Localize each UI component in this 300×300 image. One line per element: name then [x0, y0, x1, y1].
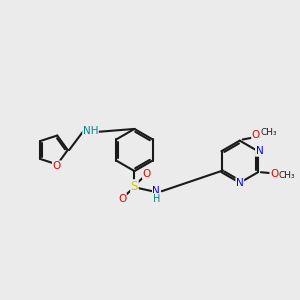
Text: S: S [131, 180, 138, 193]
Text: O: O [270, 169, 278, 179]
Text: CH₃: CH₃ [261, 128, 277, 137]
Text: H: H [153, 194, 160, 204]
Text: N: N [236, 178, 244, 188]
Text: O: O [252, 130, 260, 140]
Text: O: O [52, 161, 61, 171]
Text: N: N [256, 146, 263, 156]
Text: CH₃: CH₃ [279, 171, 296, 180]
Text: O: O [118, 194, 126, 204]
Text: NH: NH [83, 126, 98, 136]
Text: N: N [152, 186, 160, 196]
Text: O: O [142, 169, 151, 179]
